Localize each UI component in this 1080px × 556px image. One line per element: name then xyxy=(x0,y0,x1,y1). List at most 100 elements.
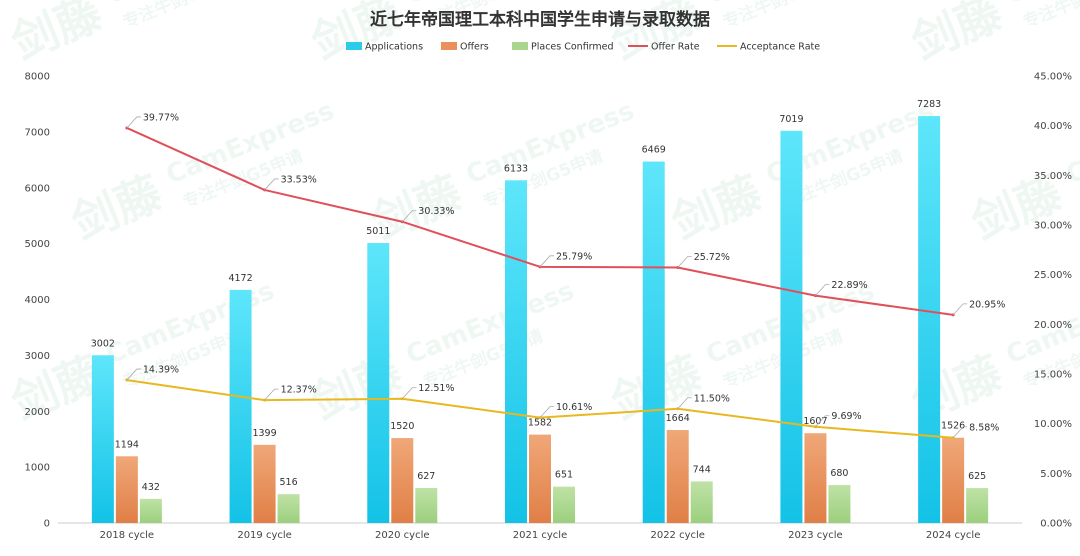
bar-offers xyxy=(391,438,413,523)
rate-label: 39.77% xyxy=(143,112,179,123)
bar-value-label: 4172 xyxy=(228,273,252,284)
x-tick-label: 2018 cycle xyxy=(100,530,154,541)
label-leader xyxy=(127,117,141,128)
y-right-tick-label: 0.00% xyxy=(1040,519,1072,530)
bar-value-label: 1399 xyxy=(252,428,276,439)
y-right-tick-label: 45.00% xyxy=(1034,72,1072,83)
bar-value-label: 1526 xyxy=(941,421,965,432)
y-left-tick-label: 3000 xyxy=(25,351,50,362)
y-left-tick-label: 4000 xyxy=(25,295,50,306)
y-right-tick-label: 40.00% xyxy=(1034,121,1072,132)
x-tick-label: 2020 cycle xyxy=(375,530,429,541)
legend-label: Acceptance Rate xyxy=(740,42,820,53)
bar-places-confirmed xyxy=(691,481,713,523)
watermark-text: 专注牛剑G5申请 xyxy=(120,0,246,33)
x-tick-label: 2023 cycle xyxy=(788,530,842,541)
legend-label: Applications xyxy=(365,42,423,53)
label-leader xyxy=(265,389,279,400)
rate-label: 25.72% xyxy=(694,252,730,263)
bar-places-confirmed xyxy=(415,488,437,523)
rate-label: 8.58% xyxy=(969,422,999,433)
y-left-tick-label: 6000 xyxy=(25,183,50,194)
y-right-tick-label: 35.00% xyxy=(1034,171,1072,182)
y-left-tick-label: 2000 xyxy=(25,407,50,418)
bar-applications xyxy=(92,355,114,523)
bar-value-label: 6469 xyxy=(642,145,666,156)
rate-label: 9.69% xyxy=(831,411,861,422)
bar-value-label: 1582 xyxy=(528,418,552,429)
legend-item-acceptance-rate: Acceptance Rate xyxy=(717,42,820,53)
bar-value-label: 1664 xyxy=(666,413,690,424)
bar-offers xyxy=(942,438,964,523)
watermark-text: 剑藤 xyxy=(64,166,170,251)
y-left-tick-label: 0 xyxy=(44,519,50,530)
legend-label: Places Confirmed xyxy=(531,42,614,53)
watermark-text: 剑藤 xyxy=(664,166,770,251)
bar-value-label: 7283 xyxy=(917,99,941,110)
y-left-tick-label: 5000 xyxy=(25,239,50,250)
y-left-tick-label: 7000 xyxy=(25,127,50,138)
bar-value-label: 744 xyxy=(693,464,711,475)
label-leader xyxy=(540,256,554,267)
bar-value-label: 516 xyxy=(280,477,298,488)
watermark-text: 专注牛剑G5申请 xyxy=(720,0,846,33)
x-tick-label: 2022 cycle xyxy=(650,530,704,541)
rate-label: 10.61% xyxy=(556,402,592,413)
bar-value-label: 680 xyxy=(830,468,848,479)
legend: Applications Offers Places Confirmed Offer … xyxy=(346,42,820,53)
y-right-tick-label: 5.00% xyxy=(1040,469,1072,480)
bar-offers xyxy=(804,433,826,523)
rate-label: 12.51% xyxy=(418,383,454,394)
bar-value-label: 625 xyxy=(968,471,986,482)
chart-title: 近七年帝国理工本科中国学生申请与录取数据 xyxy=(370,9,710,30)
legend-swatch xyxy=(441,42,457,50)
rate-label: 22.89% xyxy=(831,280,867,291)
bar-offers xyxy=(667,430,689,523)
y-left-tick-label: 8000 xyxy=(25,72,50,83)
bar-value-label: 651 xyxy=(555,470,573,481)
label-leader xyxy=(678,257,692,268)
legend-item-offers: Offers xyxy=(441,42,489,53)
bar-places-confirmed xyxy=(553,487,575,523)
bar-applications xyxy=(505,180,527,523)
bar-value-label: 432 xyxy=(142,482,160,493)
legend-swatch xyxy=(512,42,528,50)
y-right-tick-label: 30.00% xyxy=(1034,221,1072,232)
bar-value-label: 7019 xyxy=(779,114,803,125)
watermark-text: 专注牛剑G5申请 xyxy=(1020,0,1080,33)
x-tick-label: 2019 cycle xyxy=(237,530,291,541)
watermark-text: 剑藤 xyxy=(304,346,410,431)
y-right-tick-label: 20.00% xyxy=(1034,320,1072,331)
y-right-tick-label: 25.00% xyxy=(1034,270,1072,281)
legend-swatch xyxy=(346,42,362,50)
rate-label: 33.53% xyxy=(281,174,317,185)
bar-value-label: 1520 xyxy=(390,421,414,432)
bar-applications xyxy=(367,243,389,523)
bar-applications xyxy=(918,116,940,523)
y-left-tick-label: 1000 xyxy=(25,463,50,474)
bar-applications xyxy=(780,131,802,523)
x-tick-label: 2024 cycle xyxy=(926,530,980,541)
watermark-text: 剑藤 xyxy=(4,0,110,70)
bar-value-label: 5011 xyxy=(366,226,390,237)
bar-value-label: 6133 xyxy=(504,163,528,174)
bar-places-confirmed xyxy=(966,488,988,523)
bar-value-label: 3002 xyxy=(91,338,115,349)
bar-offers xyxy=(254,445,276,523)
bar-places-confirmed xyxy=(278,494,300,523)
bar-applications xyxy=(643,162,665,523)
rate-label: 11.50% xyxy=(694,393,730,404)
legend-label: Offer Rate xyxy=(651,42,700,53)
bar-offers xyxy=(116,456,138,523)
rate-label: 30.33% xyxy=(418,206,454,217)
y-right-tick-label: 15.00% xyxy=(1034,370,1072,381)
x-tick-label: 2021 cycle xyxy=(513,530,567,541)
bar-applications xyxy=(230,290,252,523)
y-right-tick-label: 10.00% xyxy=(1034,419,1072,430)
rate-label: 25.79% xyxy=(556,251,592,262)
legend-item-places-confirmed: Places Confirmed xyxy=(512,42,614,53)
